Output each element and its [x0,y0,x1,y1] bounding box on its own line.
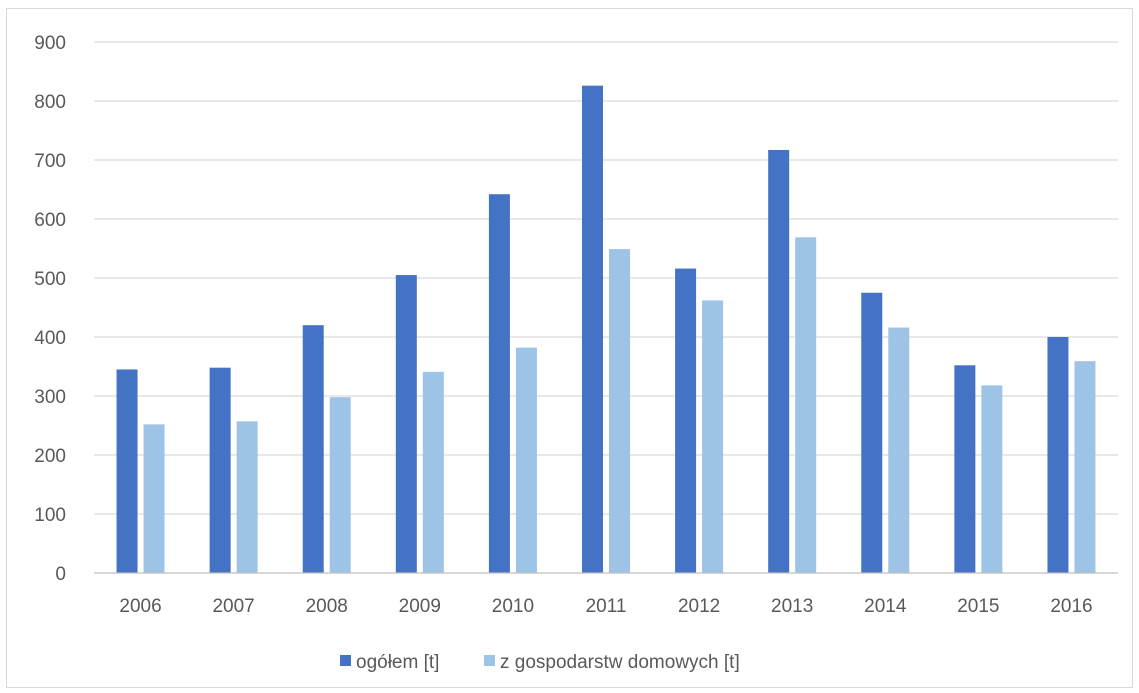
y-axis-ticks: 0 100 200 300 400 500 600 700 800 900 [34,33,66,585]
x-tick-label: 2010 [492,596,534,617]
chart-frame [6,8,1133,688]
y-tick-label: 600 [34,210,66,231]
x-axis-ticks: 2006 2007 2008 2009 2010 2011 2012 2013 2014 2015… [119,596,1092,617]
legend-label-ogolem: ogółem [t] [356,652,439,673]
bar-ogolem-2014 [861,292,883,573]
bar-ogolem-2009 [395,275,417,573]
bar-z-gospodarstw-2013 [795,237,817,574]
y-tick-label: 0 [55,564,66,585]
bar-ogolem-2008 [302,325,324,573]
bar-z-gospodarstw-2016 [1074,361,1096,573]
x-tick-label: 2015 [957,596,999,617]
y-tick-label: 300 [34,387,66,408]
y-tick-label: 500 [34,269,66,290]
x-tick-label: 2006 [119,596,161,617]
gridlines [94,41,1118,515]
bar-ogolem-2016 [1047,337,1069,573]
x-tick-label: 2013 [771,596,813,617]
y-tick-label: 800 [34,92,66,113]
bar-ogolem-2007 [209,367,231,573]
y-tick-label: 400 [34,328,66,349]
legend-swatch-ogolem [340,655,351,666]
x-tick-label: 2014 [864,596,907,617]
legend: ogółem [t] z gospodarstw domowych [t] [340,652,740,673]
x-tick-label: 2016 [1050,596,1092,617]
bar-ogolem-2015 [954,365,976,573]
x-tick-label: 2007 [212,596,254,617]
x-tick-label: 2012 [678,596,720,617]
bar-z-gospodarstw-2012 [702,300,724,573]
bars [116,85,1096,574]
bar-z-gospodarstw-2010 [515,347,537,573]
bar-z-gospodarstw-2011 [609,249,630,573]
y-tick-label: 700 [34,151,66,172]
x-tick-label: 2008 [306,596,348,617]
bar-z-gospodarstw-2006 [143,424,165,573]
bar-ogolem-2010 [488,194,510,573]
y-tick-label: 100 [34,505,66,526]
bar-z-gospodarstw-2009 [422,371,444,573]
bar-ogolem-2006 [116,369,138,573]
x-tick-label: 2009 [399,596,441,617]
bar-z-gospodarstw-2008 [329,397,351,573]
bar-ogolem-2011 [582,85,603,573]
bar-z-gospodarstw-2015 [981,385,1003,573]
legend-swatch-z-gospodarstw [484,655,495,666]
bar-ogolem-2013 [768,149,790,573]
bar-ogolem-2012 [675,268,697,573]
bar-z-gospodarstw-2007 [236,421,258,573]
y-tick-label: 200 [34,446,66,467]
bar-z-gospodarstw-2014 [888,327,910,573]
y-tick-label: 900 [34,33,66,54]
legend-label-z-gospodarstw: z gospodarstw domowych [t] [500,652,740,673]
x-tick-label: 2011 [586,596,627,617]
